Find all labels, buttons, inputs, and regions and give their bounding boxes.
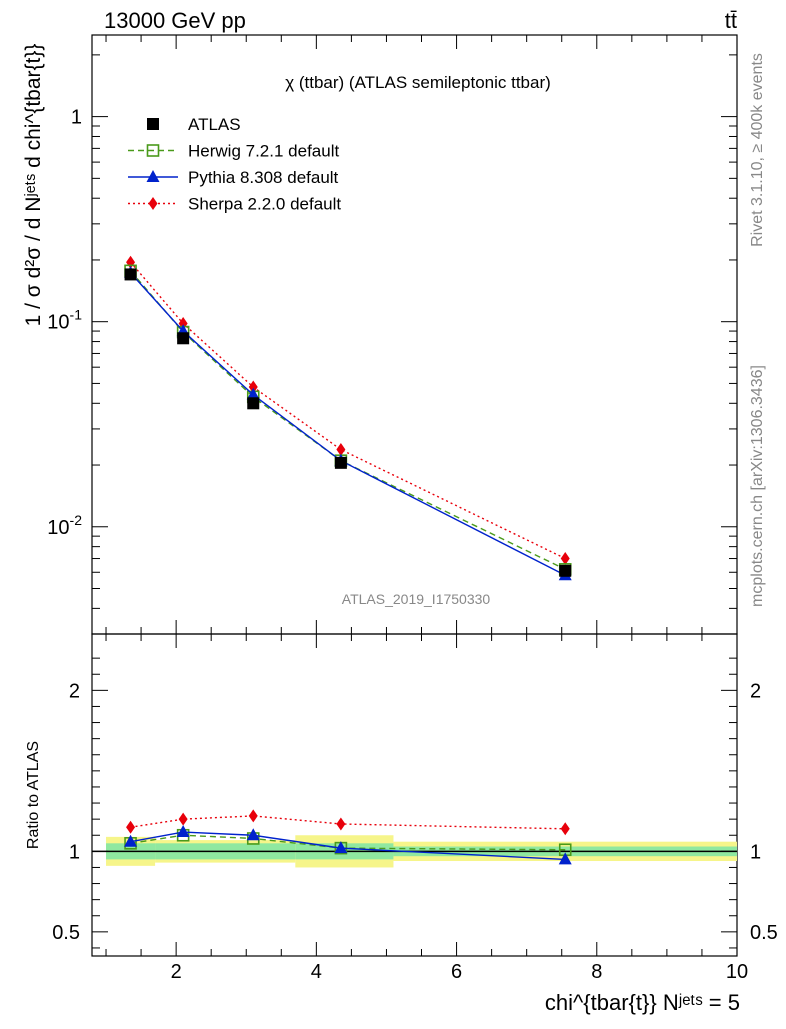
header-process-label: tt̄ xyxy=(725,8,737,33)
data-point-sherpa xyxy=(248,380,258,394)
legend-label: Pythia 8.308 default xyxy=(188,168,339,187)
ratio-y-tick-label: 0.5 xyxy=(52,922,80,944)
ratio-panel-frame xyxy=(91,633,738,957)
series-layer xyxy=(124,255,572,865)
ratio-line-sherpa xyxy=(130,815,566,830)
legend: ATLAS Herwig 7.2.1 default Pythia 8.308 de… xyxy=(128,115,341,214)
data-point-atlas xyxy=(247,397,260,410)
legend-marker xyxy=(148,197,158,210)
x-tick-label: 2 xyxy=(171,961,182,983)
ratio-point-sherpa xyxy=(178,812,188,826)
ratio-point-pythia xyxy=(124,834,138,847)
ratio-point-sherpa xyxy=(248,809,258,823)
analysis-watermark: ATLAS_2019_I1750330 xyxy=(342,591,491,607)
header-energy-label: 13000 GeV pp xyxy=(104,8,246,33)
x-tick-label: 4 xyxy=(311,961,322,983)
ratio-point-pythia xyxy=(176,825,190,838)
axis-ticks xyxy=(92,35,738,956)
ratio-point-sherpa xyxy=(336,817,346,831)
data-point-atlas xyxy=(124,268,137,281)
legend-label: Herwig 7.2.1 default xyxy=(188,142,339,161)
x-tick-label: 8 xyxy=(591,961,602,983)
data-point-atlas xyxy=(559,564,572,577)
y-tick-label: 1 xyxy=(71,107,82,129)
data-point-pythia xyxy=(246,387,260,400)
ratio-axis-label: Ratio to ATLAS xyxy=(25,741,42,849)
data-point-atlas xyxy=(334,456,347,469)
ratio-point-pythia xyxy=(558,852,572,865)
legend-label: Sherpa 2.2.0 default xyxy=(188,195,341,214)
ratio-y-tick-label: 1 xyxy=(69,841,80,863)
ratio-y-tick-label-right: 2 xyxy=(750,680,761,702)
legend-marker xyxy=(146,144,160,157)
y-tick-label: 10-2 xyxy=(47,512,82,539)
ratio-point-pythia xyxy=(334,841,348,854)
legend-label: ATLAS xyxy=(188,115,241,134)
ratio-point-pythia xyxy=(246,828,260,841)
ratio-y-tick-label-right: 1 xyxy=(750,841,761,863)
data-point-sherpa xyxy=(336,443,346,457)
plot-title: χ (ttbar) (ATLAS semileptonic ttbar) xyxy=(285,73,551,92)
data-point-atlas xyxy=(177,332,190,345)
mcplots-credit-label: mcplots.cern.ch [arXiv:1306.3436] xyxy=(749,365,766,607)
x-tick-label: 10 xyxy=(726,961,748,983)
x-tick-label: 6 xyxy=(451,961,462,983)
data-point-sherpa xyxy=(560,552,570,566)
ratio-point-sherpa xyxy=(126,820,136,834)
rivet-version-label: Rivet 3.1.10, ≥ 400k events xyxy=(749,53,766,247)
legend-marker xyxy=(146,170,160,182)
x-axis-label: chi^{tbar{t}} Nʲᵉᵗˢ = 5 xyxy=(545,990,740,1015)
y-axis-label: 1 / σ d²σ / d Nʲᵉᵗˢ d chi^{tbar{t}} xyxy=(22,44,45,327)
ratio-y-tick-label-right: 0.5 xyxy=(750,922,778,944)
y-tick-label: 10-1 xyxy=(47,307,82,334)
axis-tick-labels: 2 4 6 8 10 10-2 10-1 1 0.5 0.5 1 1 2 2 xyxy=(47,107,778,983)
ratio-y-tick-label: 2 xyxy=(69,680,80,702)
legend-marker xyxy=(147,118,159,130)
ratio-point-sherpa xyxy=(560,822,570,836)
